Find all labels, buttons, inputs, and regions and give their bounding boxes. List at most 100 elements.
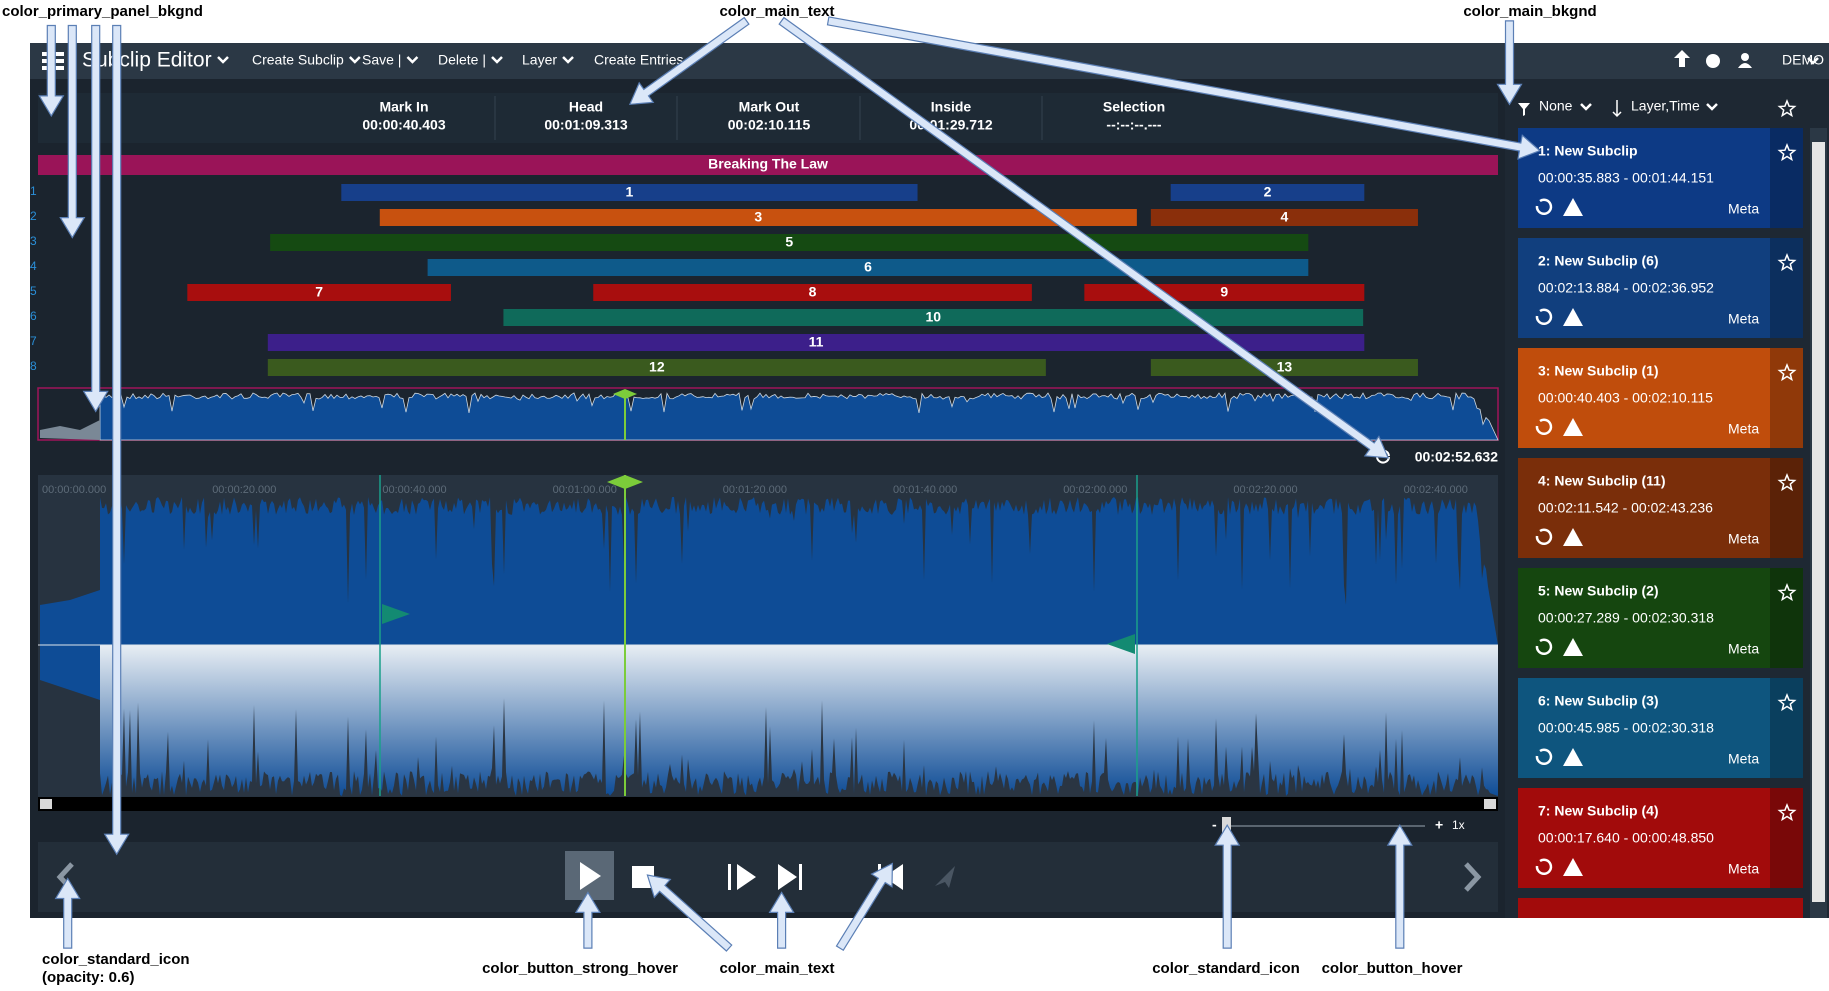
revert-icon[interactable] — [1535, 748, 1553, 765]
star-icon[interactable] — [1777, 582, 1797, 602]
annotation: color_button_hover — [1322, 960, 1463, 977]
clip-bar[interactable] — [379, 209, 1137, 226]
head-marker[interactable] — [607, 475, 643, 489]
revert-icon[interactable] — [1535, 308, 1553, 325]
clip-bar[interactable] — [1150, 359, 1418, 376]
subclip-card[interactable] — [1518, 678, 1803, 778]
menu-item[interactable]: Save | — [362, 52, 401, 68]
timecode-label: Mark Out — [739, 99, 800, 115]
clip-bar[interactable] — [427, 259, 1309, 276]
subclip-card[interactable] — [1518, 568, 1803, 668]
row-label: 5 — [30, 284, 37, 298]
subclip-title: 3: New Subclip (1) — [1538, 363, 1659, 379]
star-icon[interactable] — [1777, 692, 1797, 712]
to-out[interactable] — [778, 864, 802, 890]
clip-bar[interactable] — [1150, 209, 1418, 226]
overview-wave — [99, 392, 1499, 441]
app-title[interactable]: Subclip Editor — [82, 49, 212, 72]
subclip-meta[interactable]: Meta — [1728, 531, 1759, 547]
revert-icon[interactable] — [1535, 858, 1553, 875]
play-button[interactable] — [580, 862, 601, 890]
zoom-minus[interactable]: - — [1212, 817, 1217, 833]
step-forward[interactable] — [728, 864, 756, 890]
row-label: 2 — [30, 209, 37, 223]
list-scroll-thumb[interactable] — [1812, 142, 1825, 902]
sort-icon[interactable] — [1612, 100, 1622, 118]
clip-bar[interactable] — [593, 284, 1032, 301]
sort-value[interactable]: Layer,Time — [1631, 98, 1700, 114]
star-icon[interactable] — [1777, 252, 1797, 272]
clip-bar[interactable] — [503, 309, 1364, 326]
revert-icon[interactable] — [1535, 198, 1553, 215]
subclip-card[interactable] — [1518, 898, 1803, 918]
subclip-meta[interactable]: Meta — [1728, 311, 1759, 327]
next-button[interactable] — [1464, 862, 1482, 892]
user-icon-body — [1738, 63, 1752, 68]
timecode-label: Inside — [931, 99, 972, 115]
filter-icon[interactable] — [1518, 103, 1530, 116]
subclip-card[interactable] — [1518, 128, 1803, 228]
annotation-arrow — [82, 24, 109, 413]
timeline-title: Breaking The Law — [708, 156, 828, 172]
warning-icon — [1563, 198, 1583, 216]
revert-icon[interactable] — [1535, 418, 1553, 435]
send-icon — [935, 866, 955, 888]
annotation: color_button_strong_hover — [482, 960, 678, 977]
h-scrollbar[interactable] — [38, 797, 1498, 811]
ruler-label: 00:00:40.000 — [382, 484, 446, 496]
timecode-label: Mark In — [379, 99, 428, 115]
star-icon[interactable] — [1777, 362, 1797, 382]
h-scroll-btn[interactable] — [1484, 799, 1496, 809]
clip-bar[interactable] — [267, 334, 1365, 351]
timecode-label: Selection — [1103, 99, 1165, 115]
subclip-range: 00:02:13.884 - 00:02:36.952 — [1538, 280, 1714, 296]
clip-label: 5 — [785, 234, 793, 250]
star-icon[interactable] — [1777, 98, 1797, 118]
subclip-meta[interactable]: Meta — [1728, 751, 1759, 767]
subclip-meta[interactable]: Meta — [1728, 641, 1759, 657]
subclip-meta[interactable]: Meta — [1728, 421, 1759, 437]
star-icon[interactable] — [1777, 802, 1797, 822]
warning-icon — [1563, 748, 1583, 766]
clip-bar[interactable] — [267, 359, 1046, 376]
dropdown-arrow — [406, 56, 419, 64]
star-icon[interactable] — [1777, 142, 1797, 162]
star-icon[interactable] — [1777, 472, 1797, 492]
star-column — [1770, 238, 1803, 338]
revert-icon[interactable] — [1535, 528, 1553, 545]
zoom-plus[interactable]: + — [1435, 817, 1443, 833]
clip-label: 11 — [809, 334, 824, 350]
timecode-value: 00:02:10.115 — [728, 117, 811, 133]
subclip-card[interactable] — [1518, 238, 1803, 338]
subclip-card[interactable] — [1518, 348, 1803, 448]
help-icon[interactable] — [1706, 54, 1720, 68]
subclip-title: 5: New Subclip (2) — [1538, 583, 1659, 599]
menu-item[interactable]: Layer — [522, 52, 557, 68]
annotation: color_standard_icon — [1152, 960, 1300, 977]
menu-item[interactable]: Delete | — [438, 52, 486, 68]
menu-item[interactable]: Create Entries — [594, 52, 683, 68]
subclip-meta[interactable]: Meta — [1728, 861, 1759, 877]
subclip-card[interactable] — [1518, 788, 1803, 888]
subclip-card[interactable] — [1518, 458, 1803, 558]
clip-bar[interactable] — [1170, 184, 1365, 201]
menu-item[interactable]: Create Subclip — [252, 52, 344, 68]
annotation-arrow — [1386, 824, 1413, 949]
up-icon[interactable] — [1674, 50, 1690, 67]
h-scroll-btn[interactable] — [40, 799, 52, 809]
stop-button[interactable] — [632, 866, 654, 888]
user-icon — [1741, 53, 1749, 61]
subclip-title: 6: New Subclip (3) — [1538, 693, 1659, 709]
star-column — [1770, 458, 1803, 558]
clip-bar[interactable] — [187, 284, 451, 301]
dropdown-arrow — [562, 56, 574, 64]
subclip-meta[interactable]: Meta — [1728, 201, 1759, 217]
clip-bar[interactable] — [341, 184, 918, 201]
clip-bar[interactable] — [270, 234, 1309, 251]
annotation-arrow — [768, 891, 795, 949]
revert-icon[interactable] — [1535, 638, 1553, 655]
dropdown-arrow — [1706, 103, 1718, 111]
row-label: 6 — [30, 309, 37, 323]
menu-bar — [30, 43, 1829, 79]
filter-value[interactable]: None — [1539, 98, 1573, 114]
